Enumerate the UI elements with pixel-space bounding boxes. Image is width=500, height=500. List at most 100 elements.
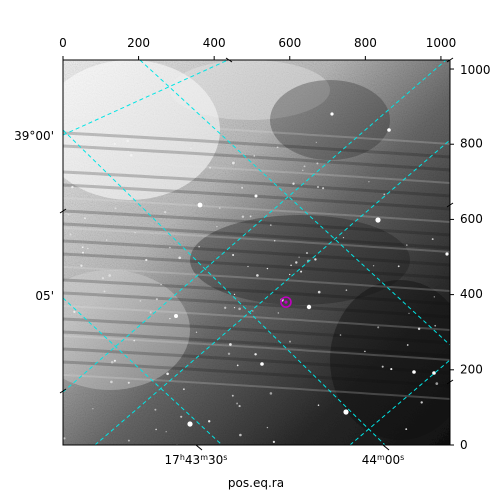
star — [165, 431, 167, 433]
star — [164, 211, 167, 214]
wcs-grid-line — [63, 60, 229, 136]
star — [216, 226, 218, 228]
top-tick-label: 600 — [278, 36, 301, 50]
ra-axis: 17h43m30s 44m00s — [165, 453, 405, 467]
star — [73, 310, 76, 314]
star — [420, 401, 423, 404]
sky-streak — [63, 183, 450, 211]
star — [129, 153, 133, 157]
star — [233, 293, 236, 296]
star — [133, 339, 135, 342]
star — [397, 265, 400, 268]
star — [343, 409, 349, 415]
sky-streak — [63, 360, 450, 388]
wcs-grid-line — [349, 359, 450, 445]
star — [295, 261, 298, 264]
star — [330, 112, 334, 116]
axis-tick — [225, 57, 233, 63]
star — [113, 142, 117, 146]
axis-tick — [195, 444, 203, 451]
star — [169, 317, 171, 320]
star — [80, 264, 83, 267]
star — [195, 331, 198, 333]
star — [273, 240, 276, 242]
sky-streak — [63, 119, 450, 145]
star — [292, 182, 295, 185]
star — [108, 274, 112, 277]
star — [253, 155, 256, 157]
star — [155, 428, 157, 431]
star — [377, 326, 380, 329]
star — [103, 290, 106, 293]
star — [269, 392, 273, 395]
star — [190, 147, 192, 150]
star — [229, 343, 232, 346]
star — [149, 311, 152, 314]
star — [154, 408, 157, 411]
sky-streak — [63, 158, 450, 184]
target-marker — [280, 296, 292, 308]
star — [405, 428, 408, 431]
star — [187, 421, 193, 427]
axis-tick — [382, 444, 390, 451]
star — [306, 252, 308, 254]
star — [375, 217, 381, 223]
star — [160, 283, 162, 286]
wcs-grid-line — [63, 129, 386, 445]
star — [290, 264, 292, 267]
wcs-grid-line — [63, 297, 223, 445]
star — [372, 265, 375, 267]
star — [302, 169, 304, 171]
star — [383, 193, 386, 196]
top-tick-label: 400 — [203, 36, 226, 50]
star — [224, 306, 227, 309]
wcs-grid — [63, 60, 450, 445]
sky-streak — [63, 374, 450, 400]
sky-streak — [63, 335, 450, 361]
sky-streak — [63, 170, 450, 198]
axis-tick — [446, 202, 454, 208]
star — [339, 334, 342, 336]
star — [276, 146, 279, 149]
top-tick-label: 0 — [59, 36, 67, 50]
star — [298, 256, 300, 258]
wcs-grid-line — [63, 60, 447, 393]
star — [300, 270, 303, 273]
sky-streak — [63, 197, 450, 223]
star — [127, 439, 130, 442]
sky-streak — [63, 291, 450, 319]
star — [445, 252, 449, 256]
star — [345, 289, 348, 291]
star — [231, 394, 234, 397]
star — [87, 247, 89, 250]
top-tick-label: 1000 — [426, 36, 457, 50]
star — [180, 415, 183, 418]
star — [431, 238, 434, 241]
star — [92, 408, 94, 410]
star — [306, 304, 312, 310]
star — [408, 312, 410, 315]
star — [433, 296, 435, 298]
axis-tick — [59, 388, 67, 394]
star — [254, 194, 258, 198]
star — [412, 370, 416, 374]
right-tick-label: 200 — [460, 363, 483, 377]
star — [84, 217, 86, 220]
axis-tick — [59, 208, 67, 214]
sky-streak — [63, 131, 450, 159]
star — [260, 362, 264, 366]
star — [432, 371, 436, 375]
star — [110, 380, 113, 384]
star — [316, 162, 319, 165]
star — [272, 440, 276, 444]
star — [71, 185, 74, 189]
star — [67, 214, 69, 216]
star — [266, 267, 269, 270]
star — [93, 183, 96, 185]
star — [381, 365, 384, 368]
target-marker-ring — [280, 296, 292, 308]
star — [266, 426, 269, 429]
star — [227, 352, 231, 356]
star — [249, 215, 252, 218]
